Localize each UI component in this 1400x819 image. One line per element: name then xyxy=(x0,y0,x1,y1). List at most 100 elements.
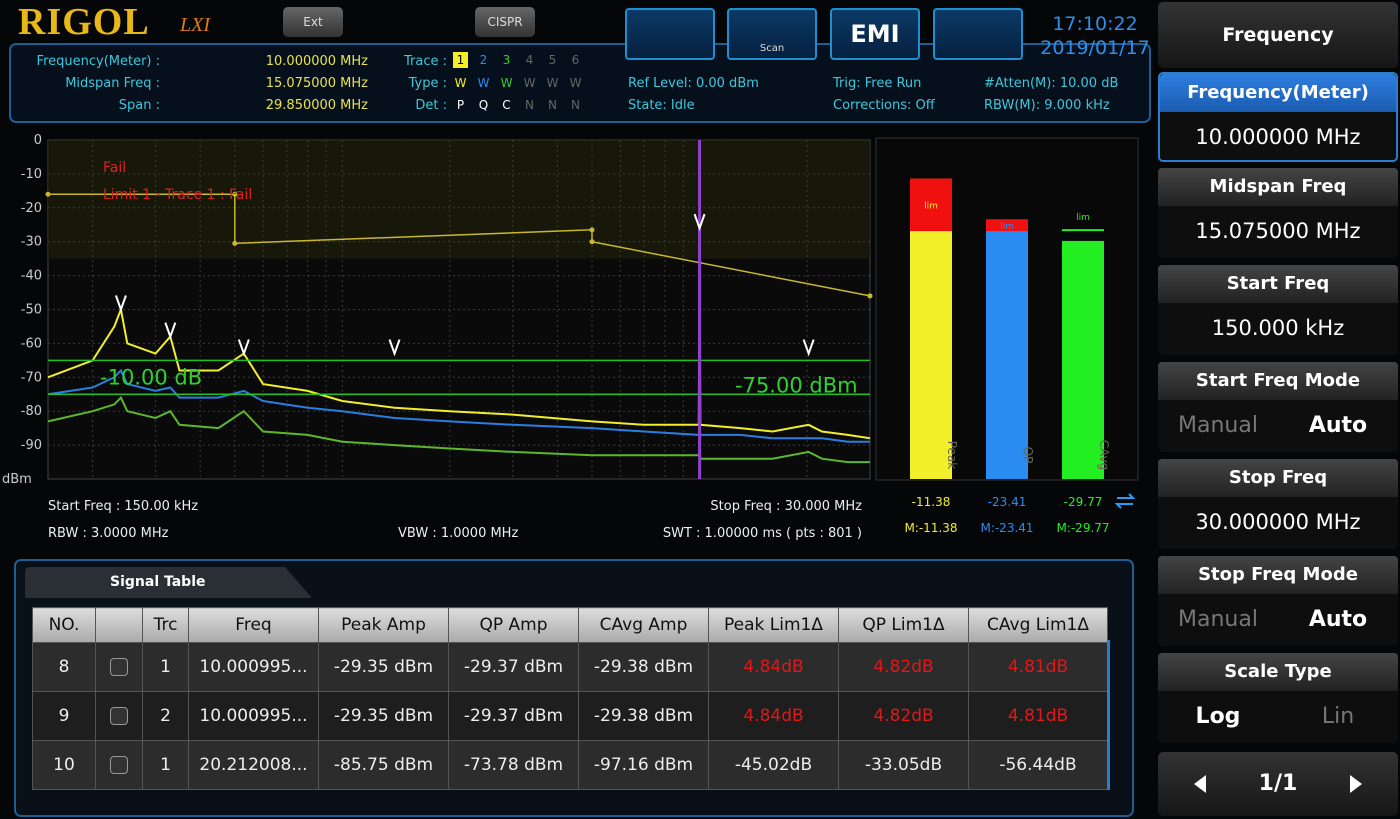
table-cell: 8 xyxy=(32,642,96,692)
signal-table: NO. Trc Freq Peak Amp QP Amp CAvg Amp Peak Lim… xyxy=(32,607,1108,790)
trace-type: W xyxy=(477,76,490,90)
menu-options: Log Lin xyxy=(1158,691,1398,741)
menu-option[interactable]: Auto xyxy=(1308,412,1368,438)
table-cell: 10.000995... xyxy=(188,691,319,741)
trace-number[interactable]: 5 xyxy=(548,53,557,67)
trace xyxy=(47,395,870,464)
table-cell: -29.38 dBm xyxy=(578,642,709,692)
header-cell: NO. xyxy=(32,607,96,643)
menu-option[interactable]: Lin xyxy=(1321,703,1355,729)
menu-options: Manual Auto xyxy=(1158,594,1398,644)
limit-point xyxy=(232,240,238,246)
table-row[interactable]: 8 1 10.000995... -29.35 dBm -29.37 dBm -29.38… xyxy=(32,642,1108,692)
checkbox-cell xyxy=(95,740,143,790)
trace-label: Type : xyxy=(408,76,447,91)
trace-det: Q xyxy=(478,98,489,112)
table-cell: -29.35 dBm xyxy=(318,691,449,741)
header-row: NO. Trc Freq Peak Amp QP Amp CAvg Amp Peak Lim… xyxy=(32,607,1108,643)
menu-box[interactable]: Stop Freq 30.000000 MHz xyxy=(1158,459,1398,549)
checkbox[interactable] xyxy=(110,658,128,676)
menu-box[interactable]: Stop Freq Mode Manual Auto xyxy=(1158,556,1398,646)
trace-number[interactable]: 6 xyxy=(571,53,580,67)
menu-option[interactable]: Auto xyxy=(1308,606,1368,632)
status-text: Trig: Free Run xyxy=(833,76,922,91)
emi-button[interactable]: EMI xyxy=(830,8,920,60)
menu-options: Manual Auto xyxy=(1158,400,1398,450)
page-next[interactable] xyxy=(1350,775,1362,793)
menu-label: Scale Type xyxy=(1158,653,1398,691)
table-cell: 9 xyxy=(32,691,96,741)
checkbox-cell xyxy=(95,691,143,741)
table-cell: -29.38 dBm xyxy=(578,691,709,741)
menu-option[interactable]: Manual xyxy=(1178,606,1258,632)
table-row[interactable]: 10 1 20.212008... -85.75 dBm -73.78 dBm -97.1… xyxy=(32,740,1108,790)
trace-number[interactable]: 2 xyxy=(479,53,488,67)
brand: RIGOL xyxy=(18,1,150,43)
table-cell: -29.35 dBm xyxy=(318,642,449,692)
menu-box[interactable]: Start Freq 150.000 kHz xyxy=(1158,265,1398,355)
menu-value: 30.000000 MHz xyxy=(1195,510,1361,534)
trace-type: W xyxy=(523,76,536,90)
menu-option[interactable]: Manual xyxy=(1178,412,1258,438)
meter-max: M:-29.77 xyxy=(1056,521,1109,535)
trace-number[interactable]: 1 xyxy=(453,52,468,68)
page-prev[interactable] xyxy=(1194,775,1206,793)
header-cell: QP Lim1Δ xyxy=(838,607,969,643)
table-tab xyxy=(25,567,312,598)
trace-number[interactable]: 4 xyxy=(525,53,534,67)
status-text: Ref Level: 0.00 dBm xyxy=(628,76,759,91)
trace-det: P xyxy=(456,98,465,112)
table-title: Signal Table xyxy=(110,574,206,590)
table-cell: -56.44dB xyxy=(968,740,1108,790)
scan-button[interactable]: Scan xyxy=(727,8,817,60)
table-row[interactable]: 9 2 10.000995... -29.35 dBm -29.37 dBm -29.38… xyxy=(32,691,1108,741)
page-indicator: 1/1 xyxy=(1258,771,1298,796)
marker xyxy=(114,295,127,313)
y-tick-label: 0 xyxy=(34,133,42,148)
table-cell: -29.37 dBm xyxy=(448,642,579,692)
time: 17:10:22 xyxy=(1052,13,1138,35)
header-cell: Freq xyxy=(188,607,319,643)
table-cell: 4.84dB xyxy=(708,691,839,741)
sweep-time: SWT : 1.00000 ms ( pts : 801 ) xyxy=(663,526,862,541)
table-cell: -33.05dB xyxy=(838,740,969,790)
limit-point xyxy=(45,191,51,197)
trace-det: N xyxy=(548,98,557,112)
settings-button[interactable] xyxy=(625,8,715,60)
menu-value: 10.000000 MHz xyxy=(1195,125,1361,149)
menu-box[interactable]: 1/1 xyxy=(1158,752,1398,816)
marker xyxy=(802,339,815,357)
trace-type: W xyxy=(454,76,467,90)
table-cell: 20.212008... xyxy=(188,740,319,790)
menu-option[interactable]: Log xyxy=(1195,703,1241,729)
ext-button[interactable]: Ext xyxy=(283,7,343,37)
menu-box[interactable]: Midspan Freq 15.075000 MHz xyxy=(1158,168,1398,258)
status-text: RBW(M): 9.000 kHz xyxy=(984,98,1110,113)
plot-shade xyxy=(48,140,870,259)
table-cell: 4.81dB xyxy=(968,691,1108,741)
meter-value: -29.77 xyxy=(1064,495,1103,509)
header-cell: Trc xyxy=(142,607,189,643)
limit-line xyxy=(48,193,871,297)
checkbox[interactable] xyxy=(110,756,128,774)
table-cell: 1 xyxy=(142,740,189,790)
limit-point xyxy=(232,191,238,197)
menu-box[interactable]: Frequency xyxy=(1158,2,1398,68)
marker xyxy=(693,213,706,232)
menu-box[interactable]: Scale Type Log Lin xyxy=(1158,653,1398,743)
trace-number[interactable]: 3 xyxy=(502,53,511,67)
menu-box[interactable]: Frequency(Meter) 10.000000 MHz xyxy=(1158,72,1398,162)
menu-label: Stop Freq xyxy=(1158,459,1398,497)
status-text: State: Idle xyxy=(628,98,695,113)
checkbox[interactable] xyxy=(110,707,128,725)
header-cell: CAvg Lim1Δ xyxy=(968,607,1108,643)
info-label: Midspan Freq : xyxy=(65,76,160,91)
stop-freq: Stop Freq : 30.000 MHz xyxy=(710,499,862,514)
menu-box[interactable]: Start Freq Mode Manual Auto xyxy=(1158,362,1398,452)
cispr-button[interactable]: CISPR xyxy=(475,7,535,37)
menu-label: Start Freq xyxy=(1158,265,1398,303)
y-unit: dBm xyxy=(2,472,32,487)
y-tick-label: -10 xyxy=(21,167,42,182)
layout-button[interactable] xyxy=(933,8,1023,60)
